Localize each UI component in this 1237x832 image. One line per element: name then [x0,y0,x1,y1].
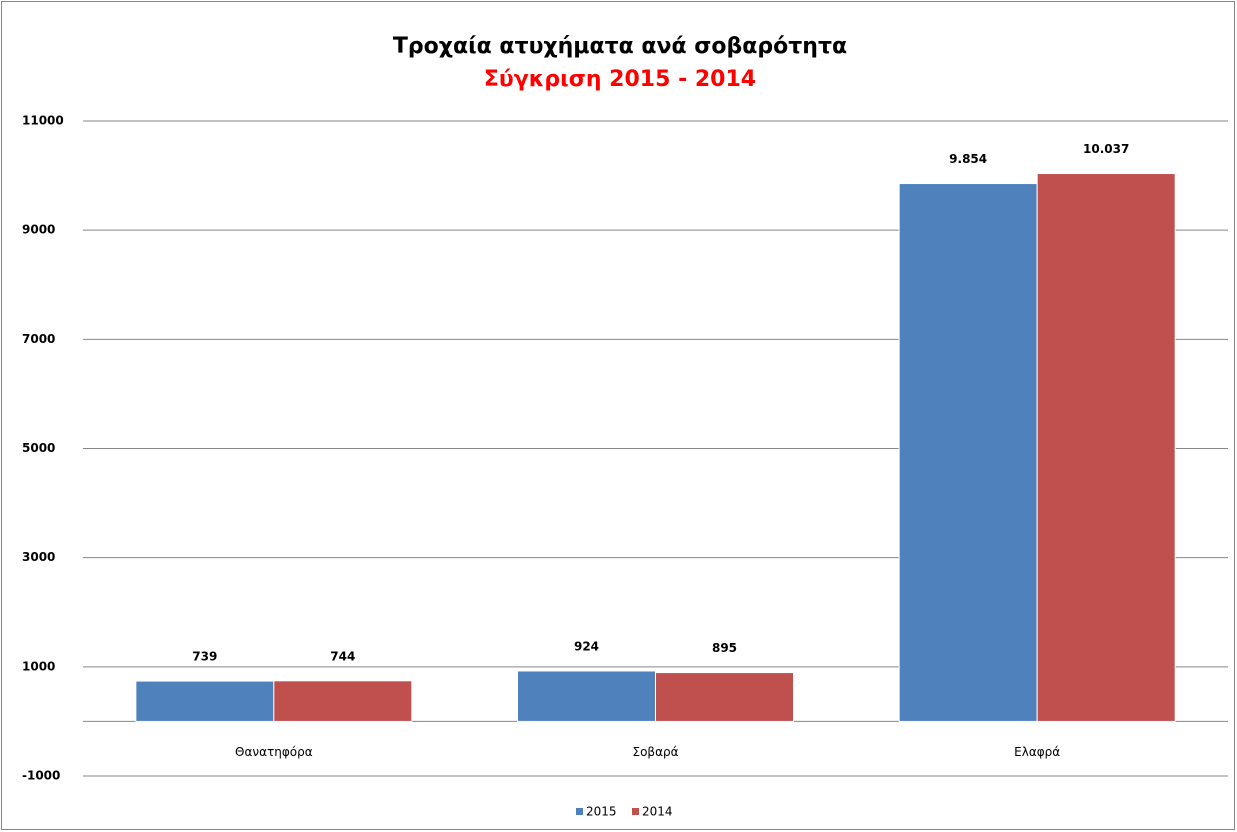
value-label: 9.854 [949,152,987,166]
value-label: 924 [574,639,599,653]
bar [898,183,1038,722]
y-tick-label: 7000 [22,332,55,346]
legend-swatch [632,808,639,815]
bar [135,680,275,722]
chart-subtitle: Σύγκριση 2015 - 2014 [484,67,756,92]
x-tick-label: Σοβαρά [632,745,678,759]
value-label: 895 [712,641,737,655]
bar [517,670,656,722]
legend-label: 2015 [586,805,617,819]
y-tick-label: 9000 [22,223,55,237]
bar [1036,173,1176,722]
y-tick-label: -1000 [22,769,60,783]
value-label: 744 [330,649,355,663]
legend-label: 2014 [642,805,673,819]
bar [273,680,413,722]
value-label: 739 [192,650,217,664]
y-tick-label: 3000 [22,550,55,564]
y-tick-label: 1000 [22,659,55,673]
value-label: 10.037 [1083,142,1129,156]
y-tick-label: 11000 [22,114,64,128]
x-tick-label: Θανατηφόρα [235,745,313,759]
chart-title: Τροχαία ατυχήματα ανά σοβαρότητα [393,34,847,59]
x-tick-label: Ελαφρά [1014,745,1060,759]
y-tick-label: 5000 [22,441,55,455]
legend-swatch [576,808,583,815]
bar [655,672,794,722]
